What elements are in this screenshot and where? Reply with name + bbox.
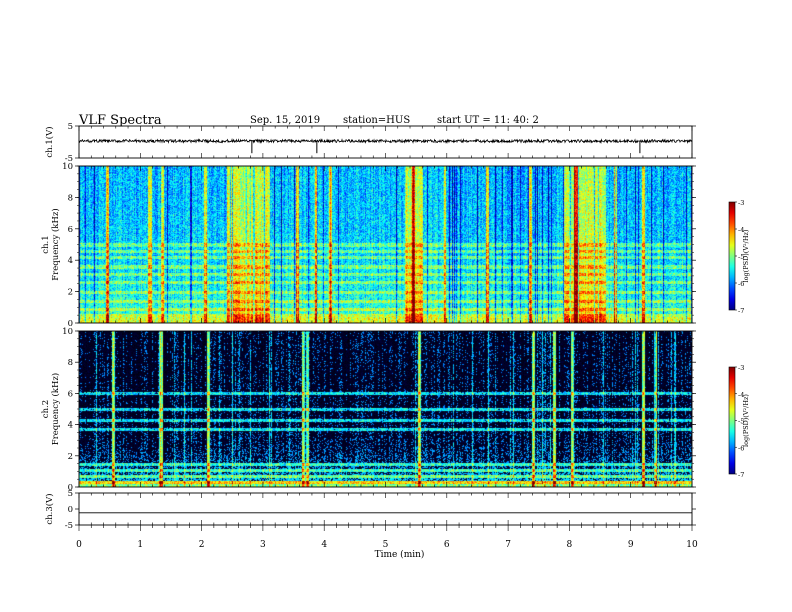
y-axis-label: ch.1(V) [44,126,55,157]
y-tick-label: 0 [68,319,73,329]
y-tick-label: 5 [68,489,73,499]
x-tick-label: 0 [76,540,82,550]
y-tick-label: 10 [62,327,73,337]
y-tick-label: 2 [68,288,73,298]
colorbar-tick-label: -3 [738,199,744,207]
ch1-waveform [78,138,693,145]
date-label: Sep. 15, 2019 [250,115,321,126]
colorbar-tick-label: -7 [738,307,744,315]
colorbar-label: log(PSD)(V²/Hz) [742,394,750,447]
colorbar-tick-label: -5 [738,253,744,261]
y-tick-label: 2 [68,452,73,462]
y-axis-label: ch.1 [41,235,51,253]
x-tick-label: 1 [137,540,143,550]
x-tick-label: 4 [321,540,327,550]
y-tick-label: 8 [68,193,73,203]
x-tick-label: 9 [628,540,634,550]
colorbar-tick-label: -6 [738,280,744,288]
x-tick-label: 8 [567,540,573,550]
colorbar-tick-label: -4 [738,391,744,399]
y-tick-label: 5 [68,122,73,132]
x-tick-label: 3 [260,540,266,550]
colorbar-tick-label: -4 [738,226,744,234]
y-axis-label: ch.2 [41,400,51,418]
station-label: station=HUS [343,115,411,126]
axes [75,125,737,531]
x-axis-label: Time (min) [375,549,425,560]
colorbar-tick-label: -7 [738,471,744,479]
y-axis-label: ch.3(V) [44,493,55,524]
colorbar-tick-label: -5 [738,418,744,426]
x-tick-label: 5 [383,540,389,550]
colorbar-ch1 [728,201,736,311]
waveform-traces [78,138,693,514]
colorbar-ch2 [728,366,736,475]
start-time-label: start UT = 11: 40: 2 [437,115,539,126]
spectrogram-images [79,166,692,487]
spectrogram-ch1 [79,166,692,323]
y-tick-label: 4 [68,256,73,266]
spectrogram-ch2 [79,331,692,487]
y-tick-label: -5 [65,154,73,164]
y-tick-label: -5 [65,521,73,531]
y-tick-label: 4 [68,421,73,431]
y-axis-label-2: Frequency (kHz) [50,208,61,280]
y-tick-label: 0 [68,505,73,515]
y-tick-label: 6 [68,225,73,235]
y-tick-label: 10 [62,162,73,172]
y-tick-label: 0 [68,483,73,493]
colorbar-tick-label: -3 [738,364,744,372]
y-tick-label: 6 [68,389,73,399]
y-axis-label-2: Frequency (kHz) [50,373,61,445]
chart-title: VLF Spectra [79,113,162,128]
x-tick-label: 7 [505,540,511,550]
x-tick-label: 10 [686,540,698,550]
x-tick-label: 6 [444,540,450,550]
colorbar-tick-label: -6 [738,444,744,452]
colorbar-label: log(PSD)(V²/Hz) [742,229,750,282]
x-tick-label: 2 [199,540,205,550]
y-tick-label: 8 [68,358,73,368]
